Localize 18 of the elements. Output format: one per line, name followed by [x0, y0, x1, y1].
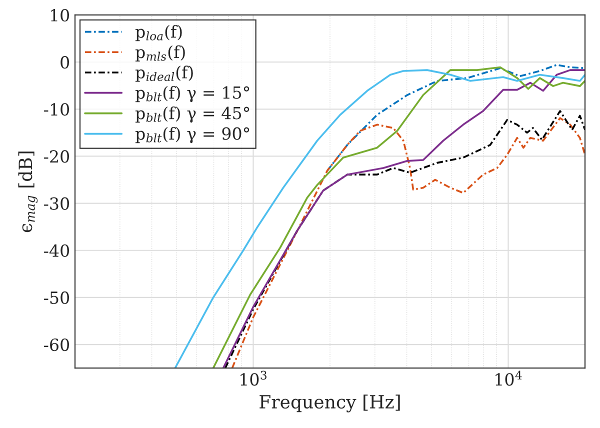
y-tick-label: 10	[50, 8, 70, 22]
y-tick-label: -20	[44, 150, 70, 163]
y-tick-label: -50	[44, 291, 70, 304]
x-tick-label: 10$^{3}$	[240, 370, 266, 386]
legend-label: p$_{mls}$(f)	[135, 45, 185, 62]
y-tick-label: -60	[44, 338, 70, 352]
legend-label: p$_{blt}$(f) γ = 15°	[135, 86, 250, 102]
x-axis-title: Frequency [Hz]	[260, 394, 400, 412]
legend-label: p$_{ideal}$(f)	[135, 66, 193, 82]
y-tick-label: -10	[44, 103, 70, 116]
legend-label: p$_{loa}$(f)	[135, 24, 182, 42]
y-tick-label: -40	[44, 244, 70, 257]
legend-label: p$_{blt}$(f) γ = 90°	[135, 126, 250, 144]
x-tick-label: 10$^{4}$	[496, 370, 522, 386]
y-axis-title: ϵ$_{mag}$ [dB]	[18, 152, 38, 232]
y-tick-label: -30	[44, 197, 70, 210]
y-tick-label: 0	[60, 56, 70, 69]
legend-label: p$_{blt}$(f) γ = 45°	[135, 106, 250, 123]
